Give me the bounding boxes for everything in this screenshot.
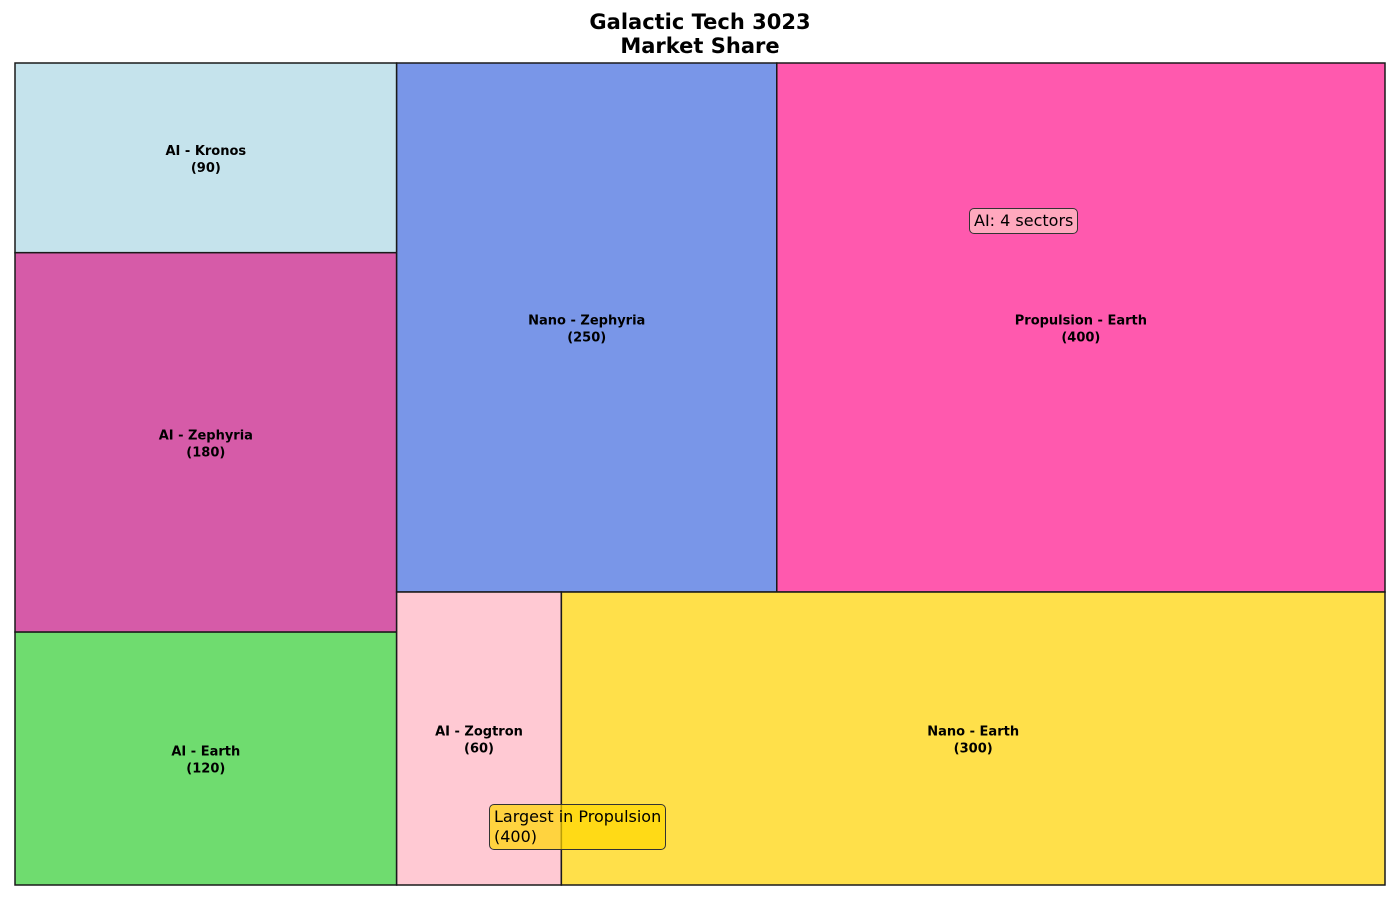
tile-nano-zephyria: Nano - Zephyria (250) <box>395 62 778 593</box>
tile-label-nano-earth: Nano - Earth <box>927 725 1019 740</box>
tile-label-nano-zephyria: Nano - Zephyria <box>528 314 645 329</box>
tile-ai-kronos: AI - Kronos (90) <box>14 62 398 254</box>
tile-value-propulsion-earth: (400) <box>1061 331 1100 346</box>
tile-value-nano-earth: (300) <box>954 742 993 757</box>
tile-label-propulsion-earth: Propulsion - Earth <box>1015 314 1147 329</box>
tile-rect-nano-zephyria <box>395 62 778 593</box>
tile-label-ai-zogtron: AI - Zogtron <box>435 725 523 740</box>
tile-rect-ai-earth <box>14 631 398 886</box>
chart-title-line-1: Galactic Tech 3023 <box>589 10 811 34</box>
tile-ai-zephyria: AI - Zephyria (180) <box>14 251 398 633</box>
tile-rect-nano-earth <box>560 591 1386 886</box>
tile-value-ai-zephyria: (180) <box>186 445 225 460</box>
tile-propulsion-earth: Propulsion - Earth (400) <box>776 62 1386 593</box>
tile-label-ai-zephyria: AI - Zephyria <box>159 428 253 443</box>
tile-label-ai-kronos: AI - Kronos <box>165 144 246 159</box>
tile-value-ai-earth: (120) <box>186 762 225 777</box>
tile-rect-ai-kronos <box>14 62 398 254</box>
tile-nano-earth: Nano - Earth (300) <box>560 591 1386 886</box>
chart-title: Galactic Tech 3023 Market Share <box>0 10 1400 58</box>
tile-ai-earth: AI - Earth (120) <box>14 631 398 886</box>
chart-title-line-2: Market Share <box>620 34 780 58</box>
tile-label-ai-earth: AI - Earth <box>171 745 240 760</box>
annotation-largest-propulsion: Largest in Propulsion (400) <box>489 804 667 850</box>
tile-rect-propulsion-earth <box>776 62 1386 593</box>
tile-value-nano-zephyria: (250) <box>567 331 606 346</box>
tile-value-ai-zogtron: (60) <box>464 742 494 757</box>
annotation-ai-sectors: AI: 4 sectors <box>969 208 1079 234</box>
tile-value-ai-kronos: (90) <box>191 161 221 176</box>
